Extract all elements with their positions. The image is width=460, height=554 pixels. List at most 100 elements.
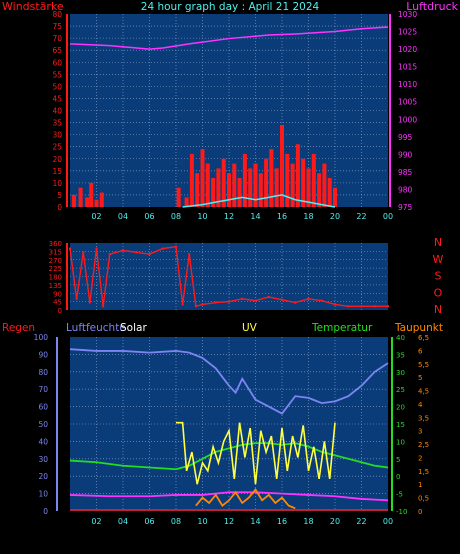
winddir-y-tick: 135 xyxy=(49,282,62,290)
climate-x-tick: 04 xyxy=(118,517,128,526)
winddir-point xyxy=(228,300,230,303)
winddir-y-tick: 315 xyxy=(49,248,62,256)
temperatur-line xyxy=(69,442,389,471)
wind-bar xyxy=(189,153,194,207)
winddir-point xyxy=(161,247,164,250)
wind-y-tick: 60 xyxy=(52,58,62,67)
wind-bar xyxy=(301,158,306,207)
wind-y-tick: 45 xyxy=(52,94,62,103)
wind-bar xyxy=(99,192,104,207)
uv-y-tick: 5,5 xyxy=(418,361,429,369)
winddir-point xyxy=(387,305,389,308)
climate-x-tick: 08 xyxy=(171,517,181,526)
climate-x-tick: 10 xyxy=(197,517,207,526)
wind-y-tick: 55 xyxy=(52,70,62,79)
winddir-point xyxy=(281,298,283,301)
wind-bar xyxy=(327,178,332,207)
wind-bar xyxy=(227,173,231,207)
climate-x-tick: 06 xyxy=(144,517,154,526)
humidity-y-tick: 40 xyxy=(38,437,48,446)
wind-bar xyxy=(274,168,279,207)
wind-bar xyxy=(311,153,316,207)
winddir-point xyxy=(148,253,151,256)
winddir-point xyxy=(175,245,177,248)
winddir-point xyxy=(334,303,336,306)
wind-bar xyxy=(280,124,284,207)
winddir-compass-label: N xyxy=(434,236,442,249)
wind-bar xyxy=(333,187,337,207)
taupunkt-line xyxy=(69,491,389,502)
wind-y-tick: 80 xyxy=(52,10,62,19)
winddir-y-tick: 180 xyxy=(49,274,62,282)
wind-y-tick: 5 xyxy=(57,191,62,200)
winddir-point xyxy=(241,297,244,300)
winddir-compass-label: N xyxy=(434,303,442,316)
wind-bar xyxy=(211,178,216,207)
wind-bar xyxy=(176,187,181,207)
winddir-point xyxy=(82,251,85,254)
wind-x-tick: 04 xyxy=(118,212,128,221)
winddir-y-tick: 360 xyxy=(49,240,62,248)
wind-bar xyxy=(285,153,290,207)
uv-y-tick: 3,5 xyxy=(418,414,429,422)
pressure-y-tick: 1010 xyxy=(398,80,417,89)
uv-line xyxy=(195,488,296,510)
winddir-point xyxy=(267,295,270,298)
winddir-point xyxy=(194,305,197,308)
wind-bar xyxy=(317,173,322,207)
wind-x-tick: 10 xyxy=(197,212,207,221)
wind-bar xyxy=(78,187,83,207)
winddir-point xyxy=(254,299,257,302)
pressure-y-tick: 975 xyxy=(398,203,413,212)
humidity-y-tick: 20 xyxy=(38,472,48,481)
wind-x-tick: 22 xyxy=(356,212,366,221)
wind-y-tick: 20 xyxy=(52,155,62,164)
wind-y-tick: 75 xyxy=(52,22,62,31)
luftfeuchte-line xyxy=(69,348,389,415)
temp-y-tick: 10 xyxy=(396,438,405,446)
uv-y-tick: 6,5 xyxy=(418,334,429,342)
pressure-y-tick: 1025 xyxy=(398,28,417,37)
wind-x-tick: 08 xyxy=(171,212,181,221)
pressure-y-tick: 1015 xyxy=(398,63,417,72)
wind-x-tick: 02 xyxy=(91,212,101,221)
wind-bar xyxy=(295,144,300,207)
climate-axis-title: Temperatur xyxy=(311,322,373,334)
uv-y-tick: 6 xyxy=(418,347,423,355)
humidity-y-tick: 50 xyxy=(38,420,48,429)
wind-bar xyxy=(221,158,226,207)
pressure-y-tick: 980 xyxy=(398,185,413,194)
winddir-point xyxy=(347,305,350,308)
uv-y-tick: 1 xyxy=(418,481,422,489)
wind-bar xyxy=(216,168,221,207)
wind-x-tick: 18 xyxy=(303,212,313,221)
solar-line xyxy=(176,421,336,485)
winddir-y-tick: 90 xyxy=(53,290,62,298)
gust-line xyxy=(182,194,336,208)
wind-bar xyxy=(71,194,76,207)
uv-y-tick: 1,5 xyxy=(418,468,429,476)
humidity-y-tick: 100 xyxy=(34,333,49,342)
climate-axis-title: Luftfeuchte xyxy=(66,322,126,334)
temp-y-tick: 15 xyxy=(396,421,405,429)
winddir-point xyxy=(360,305,363,308)
climate-axis-title: Regen xyxy=(2,322,35,334)
wind-bar xyxy=(264,158,269,207)
wind-bar xyxy=(306,168,311,207)
winddir-point xyxy=(294,301,297,304)
wind-x-tick: 12 xyxy=(224,212,234,221)
wind-bar xyxy=(237,178,242,207)
winddir-point xyxy=(95,247,98,250)
wind-bar xyxy=(248,168,253,207)
climate-x-tick: 02 xyxy=(91,517,101,526)
humidity-y-tick: 60 xyxy=(38,403,48,412)
temp-y-tick: -10 xyxy=(396,508,407,516)
humidity-y-tick: 0 xyxy=(43,507,48,516)
uv-y-tick: 3 xyxy=(418,428,422,436)
wind-bar xyxy=(232,163,237,207)
wind-bar xyxy=(269,149,274,207)
wind-x-tick: 06 xyxy=(144,212,154,221)
chart-title: 24 hour graph day : April 21 2024 xyxy=(141,1,320,13)
wind-x-tick: 14 xyxy=(250,212,260,221)
pressure-y-tick: 990 xyxy=(398,150,413,159)
